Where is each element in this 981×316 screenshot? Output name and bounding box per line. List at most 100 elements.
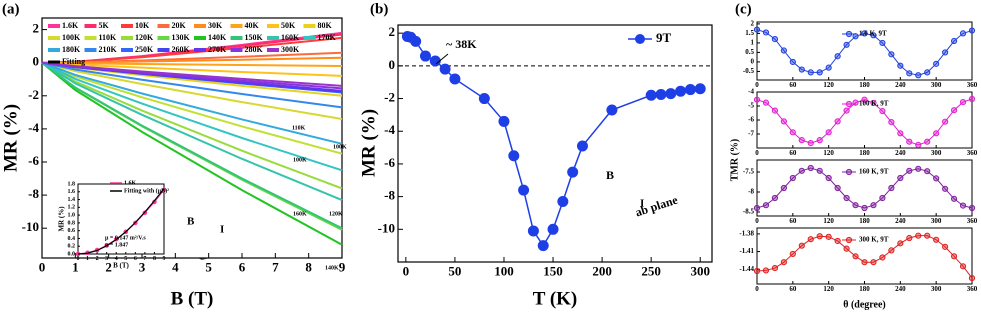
legend-label: 120K <box>135 33 154 42</box>
x-tick-label: 250 <box>641 263 661 278</box>
x-tick-label: 120 <box>823 149 834 157</box>
x-tick-label: 180 <box>859 81 870 89</box>
data-point <box>959 263 967 270</box>
x-tick-label: 240 <box>895 285 906 293</box>
data-point <box>843 245 850 252</box>
legend-marker <box>845 100 853 108</box>
data-point <box>942 49 949 56</box>
data-point <box>576 140 588 152</box>
x-tick-label: 0 <box>755 285 759 293</box>
x-tick-label: 300 <box>690 263 710 278</box>
x-tick-label: 240 <box>895 217 906 225</box>
data-point <box>942 118 949 125</box>
data-point <box>897 240 904 247</box>
x-tick-label: 1 <box>72 259 79 274</box>
data-point <box>798 137 805 144</box>
data-point <box>834 118 841 125</box>
curve-label: 100K <box>293 157 307 163</box>
legend-label: 10K <box>135 21 150 30</box>
legend-label: 260K <box>172 45 191 54</box>
data-point <box>906 167 913 174</box>
series-line <box>41 61 343 145</box>
data-point <box>527 225 539 237</box>
x-tick-label: 300 <box>931 149 942 157</box>
data-point <box>897 130 904 137</box>
legend-swatch <box>121 48 133 52</box>
y-tick-label: 1.4 <box>68 197 76 203</box>
x-tick-label: 4 <box>172 259 179 274</box>
data-point <box>694 83 706 95</box>
data-point <box>816 167 823 174</box>
x-tick-label: 9 <box>339 259 346 274</box>
x-axis-label: B (T) <box>171 288 214 309</box>
data-point <box>843 41 850 48</box>
data-point <box>879 254 886 261</box>
legend-label: 20K <box>172 21 187 30</box>
data-point <box>816 137 823 144</box>
data-point <box>771 194 779 202</box>
data-point <box>933 175 940 182</box>
x-tick-label: 100 <box>494 263 514 278</box>
y-tick-label: 0.2 <box>68 244 76 250</box>
data-point <box>762 29 770 36</box>
x-tick-label: 360 <box>967 285 978 293</box>
legend-swatch <box>121 24 133 28</box>
data-point <box>861 259 868 266</box>
y-tick-label: -8 <box>384 188 395 203</box>
y-tick-label: 1.0 <box>68 212 76 218</box>
x-tick-label: 8 <box>153 256 156 262</box>
data-point <box>852 202 859 209</box>
y-tick-label: 0.8 <box>68 220 76 226</box>
data-point <box>897 174 904 182</box>
legend-swatch <box>157 24 170 28</box>
x-tick-label: 300 <box>931 285 942 293</box>
data-point <box>906 138 913 145</box>
y-axis-label: TMR (%) <box>729 139 740 182</box>
legend-swatch <box>267 24 279 28</box>
y-tick-label: -6 <box>748 116 754 124</box>
legend-swatch <box>230 48 243 52</box>
annotation: μ = 0.147 m²/V.s <box>105 235 146 241</box>
series-line <box>41 61 343 201</box>
legend-label: 100K <box>62 33 81 42</box>
panel-label: (a) <box>2 1 20 17</box>
data-point <box>798 167 805 174</box>
data-point <box>762 267 770 274</box>
x-tick-label: 60 <box>789 81 797 89</box>
data-point <box>924 69 931 76</box>
legend-label: 250K <box>135 45 154 54</box>
data-point <box>789 174 796 182</box>
legend-label: 300 K, 9T <box>859 236 889 244</box>
series-line <box>756 98 973 146</box>
data-point <box>861 96 868 103</box>
plot-frame <box>397 24 713 263</box>
data-point <box>557 196 569 208</box>
x-tick-label: 0 <box>755 217 759 225</box>
data-point <box>924 232 931 239</box>
y-tick-label: -5 <box>748 102 754 110</box>
y-tick-label: -4 <box>384 122 395 137</box>
y-tick-label: -7 <box>748 130 754 138</box>
data-point <box>567 166 579 178</box>
data-point <box>419 50 431 62</box>
data-point <box>950 37 958 45</box>
data-point <box>834 237 841 245</box>
x-tick-label: 8 <box>305 259 312 274</box>
legend-label: 210K <box>99 45 118 54</box>
data-point <box>959 202 967 209</box>
data-point <box>780 118 787 125</box>
y-tick-label: 1.8 <box>68 181 76 187</box>
legend-swatch <box>84 24 97 28</box>
y-tick-label: -4 <box>28 120 39 135</box>
data-point <box>879 107 886 115</box>
data-point <box>915 232 922 239</box>
legend-label: Fitting <box>62 57 85 66</box>
y-tick-label: 1 <box>751 39 755 47</box>
annotation: n = 1.847 <box>105 242 128 248</box>
legend-swatch <box>267 36 279 40</box>
y-tick-label: 0 <box>389 57 396 72</box>
data-point <box>924 138 931 145</box>
data-point <box>879 39 886 47</box>
x-tick-label: 60 <box>789 149 797 157</box>
plot-frame <box>756 159 973 217</box>
